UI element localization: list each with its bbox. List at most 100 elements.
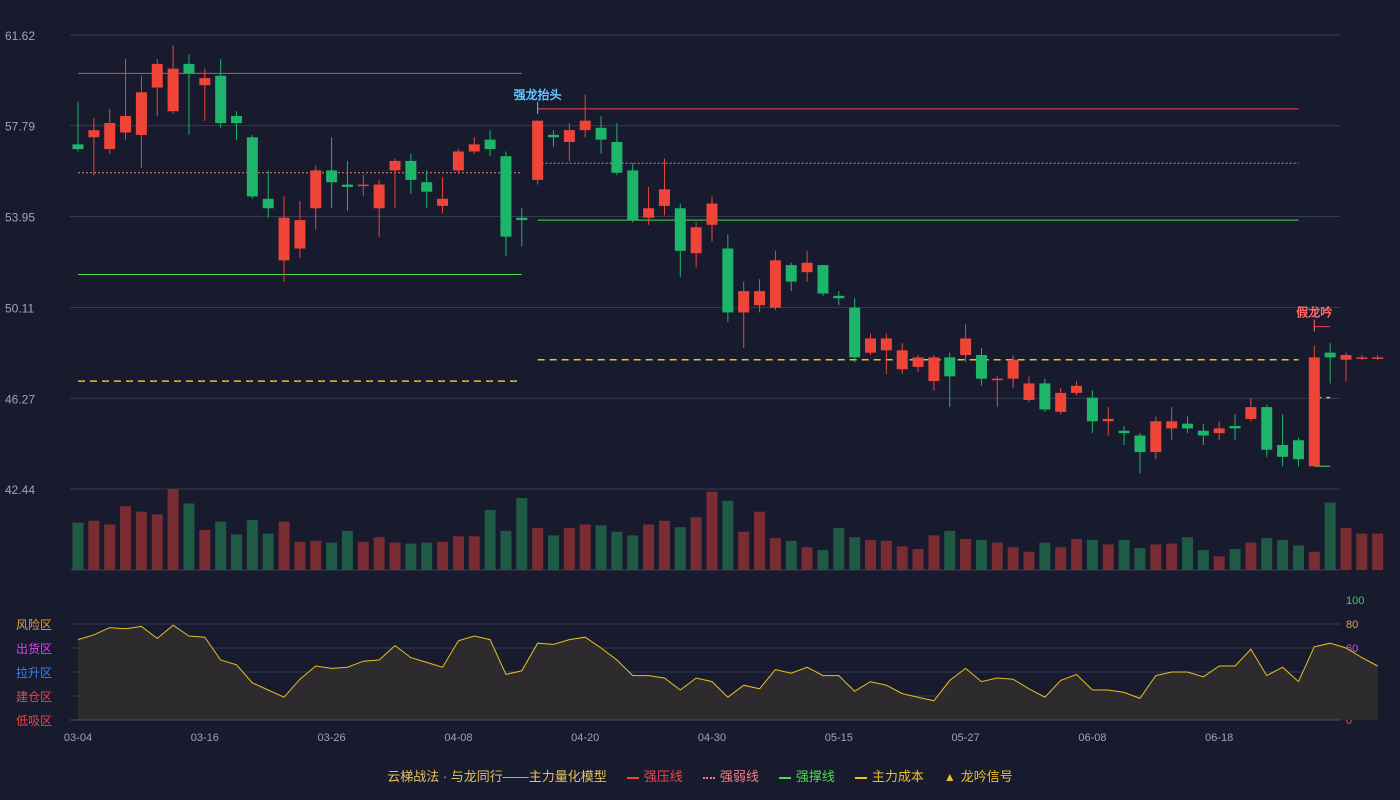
volume-bar <box>262 533 274 570</box>
candle-body <box>1039 383 1051 410</box>
candle-body <box>833 295 845 299</box>
candle-body <box>516 217 528 221</box>
volume-bar <box>880 540 892 570</box>
candle-body <box>405 160 417 180</box>
legend-item: 强弱线 <box>702 766 759 785</box>
candle-body <box>1340 355 1352 360</box>
legend-swatch <box>702 776 715 779</box>
x-tick-label: 04-08 <box>444 732 472 744</box>
candle-body <box>1292 440 1304 460</box>
volume-bar <box>722 500 734 570</box>
volume-bar <box>199 529 211 570</box>
candle-body <box>215 75 227 124</box>
candle-body <box>72 144 84 150</box>
candle-body <box>769 260 781 308</box>
volume-bar <box>595 525 607 570</box>
volume-bar <box>468 536 480 570</box>
candle-body <box>896 350 908 370</box>
volume-bar <box>769 538 781 570</box>
candle-body <box>231 115 242 124</box>
x-tick-label: 05-15 <box>825 732 853 744</box>
volume-bar <box>611 531 623 570</box>
candle-body <box>151 63 163 88</box>
legend-swatch <box>854 776 867 779</box>
indicator-zone-label: 风险区 <box>16 617 52 632</box>
candle-body <box>548 134 559 138</box>
volume-bar <box>849 537 861 570</box>
volume-bar <box>246 519 258 570</box>
candle-body <box>754 291 766 306</box>
indicator-zone-label: 拉升区 <box>16 665 52 680</box>
volume-bar <box>944 530 956 570</box>
price-tick-label: 61.62 <box>5 29 35 43</box>
price-tick-label: 50.11 <box>5 301 34 315</box>
volume-bar <box>1102 544 1114 570</box>
volume-bar <box>817 549 829 570</box>
candle-body <box>1166 421 1178 429</box>
volume-bar <box>928 535 940 570</box>
price-tick-label: 46.27 <box>5 392 35 406</box>
candle-body <box>563 130 575 142</box>
price-tick-label: 53.95 <box>5 211 35 225</box>
candle-body <box>944 357 956 377</box>
volume-bar <box>278 521 290 570</box>
candle-body <box>1150 421 1162 453</box>
volume-bar <box>1213 556 1225 570</box>
volume-bar <box>1229 549 1241 570</box>
volume-bar <box>532 528 544 570</box>
volume-bar <box>437 541 449 570</box>
volume-bar <box>579 524 591 570</box>
candle-body <box>1055 392 1067 412</box>
candle-body <box>373 184 385 209</box>
volume-bar <box>421 542 433 570</box>
volume-bar <box>1166 543 1178 570</box>
candle-body <box>1324 352 1336 358</box>
candle-body <box>1245 407 1257 419</box>
volume-bar <box>357 541 369 570</box>
legend-swatch <box>626 776 639 779</box>
annotation-label: 强龙抬头 <box>514 87 562 102</box>
candle-body <box>1118 430 1130 434</box>
volume-bar <box>151 514 163 570</box>
candle-body <box>1213 428 1225 434</box>
candle-body <box>785 265 797 282</box>
candle-body <box>389 160 401 171</box>
candle-body <box>1197 430 1209 436</box>
volume-bar <box>1356 533 1368 570</box>
legend-label: 强撑线 <box>795 769 835 784</box>
candle-body <box>104 123 116 150</box>
volume-bar <box>1308 551 1320 570</box>
x-tick-label: 06-08 <box>1078 732 1106 744</box>
legend-swatch: ▲ <box>943 770 956 784</box>
candle-body <box>674 208 686 251</box>
candle-body <box>1261 407 1273 450</box>
candle-body <box>437 198 449 206</box>
indicator-tick-label: 0 <box>1346 715 1352 727</box>
volume-bar <box>1134 548 1146 570</box>
candle-body <box>912 357 924 367</box>
legend-item: 强压线 <box>626 766 683 785</box>
candle-body <box>849 307 861 358</box>
volume-bar <box>294 541 306 570</box>
x-tick-label: 06-18 <box>1205 732 1233 744</box>
candle-body <box>1071 385 1083 393</box>
volume-bar <box>1118 539 1130 570</box>
legend-label: 云梯战法 · 与龙同行——主力量化模型 <box>387 769 607 784</box>
candle-body <box>817 265 829 294</box>
candle-body <box>880 338 892 351</box>
candle-body <box>326 170 338 183</box>
volume-bar <box>896 546 908 570</box>
legend-label: 主力成本 <box>871 769 924 784</box>
price-tick-label: 42.44 <box>5 483 35 497</box>
x-tick-label: 03-26 <box>318 732 346 744</box>
candle-body <box>262 198 274 209</box>
x-tick-label: 05-27 <box>952 732 980 744</box>
volume-bar <box>1086 539 1098 570</box>
volume-bar <box>975 539 987 570</box>
candle-body <box>706 203 718 225</box>
volume-bar <box>104 524 116 570</box>
candle-body <box>1372 357 1384 359</box>
candle-body <box>421 182 433 192</box>
candle-body <box>991 378 1003 381</box>
volume-bar <box>1182 537 1193 570</box>
